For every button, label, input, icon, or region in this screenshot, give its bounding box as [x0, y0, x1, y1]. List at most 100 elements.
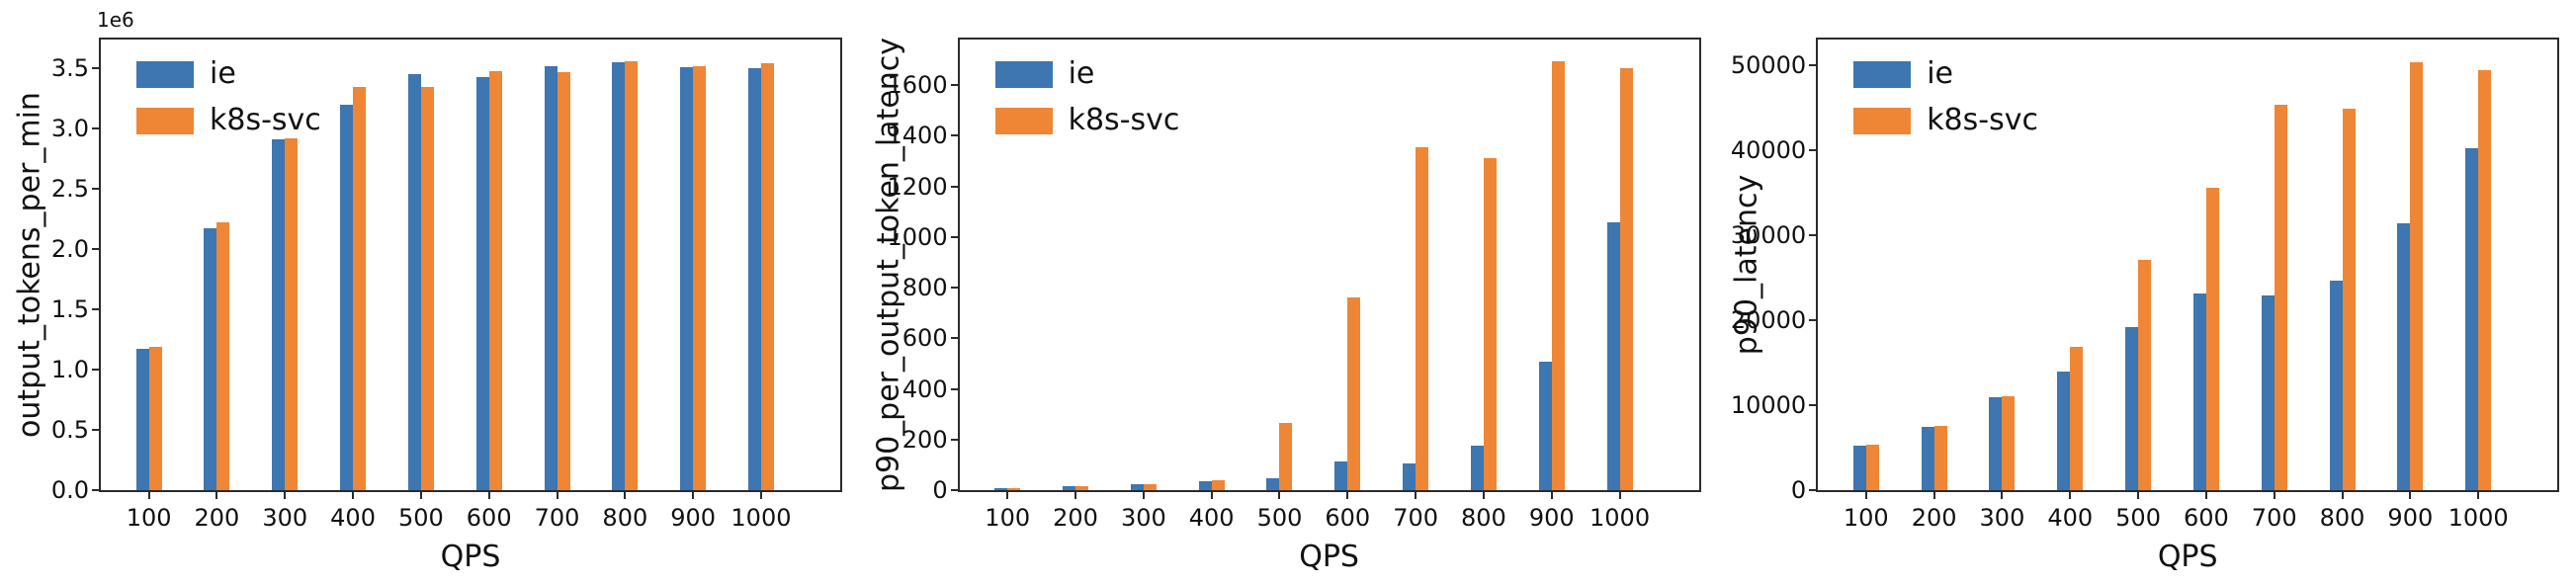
bar-ie-qps-700: [1403, 462, 1417, 490]
x-tick-mark: [2069, 490, 2072, 499]
x-tick-mark: [487, 490, 490, 499]
x-tick-label: 100: [126, 504, 172, 532]
y-tick-mark: [950, 134, 960, 137]
bar-ie-qps-1000: [747, 68, 761, 490]
x-tick-label: 900: [2387, 504, 2434, 532]
x-axis-label: QPS: [440, 540, 501, 574]
bar-k8s-svc-qps-600: [488, 70, 502, 490]
legend-item-ie: ie: [994, 56, 1180, 91]
x-tick-mark: [1074, 490, 1077, 499]
x-tick-mark: [624, 490, 627, 499]
x-tick-label: 900: [1528, 504, 1575, 532]
x-tick-mark: [1278, 490, 1281, 499]
y-tick-mark: [950, 235, 960, 238]
bar-k8s-svc-qps-700: [557, 71, 570, 490]
x-tick-label: 200: [1053, 504, 1098, 532]
x-tick-label: 1000: [730, 504, 792, 532]
x-tick-label: 400: [330, 504, 376, 532]
y-axis-label: p90_per_output_token_latency: [871, 37, 906, 493]
y-tick-label: 1200: [887, 172, 948, 201]
bar-k8s-svc-qps-200: [216, 222, 230, 490]
y-tick-label: 1.0: [50, 356, 89, 384]
legend-swatch-ie: [994, 60, 1053, 88]
bar-k8s-svc-qps-600: [1347, 297, 1361, 490]
y-tick-mark: [92, 489, 101, 491]
x-tick-label: 300: [1979, 504, 2025, 532]
bar-ie-qps-600: [2192, 293, 2206, 490]
x-tick-mark: [1864, 490, 1867, 499]
legend-item-k8s-svc: k8s-svc: [994, 103, 1180, 137]
bar-ie-qps-700: [544, 65, 558, 490]
y-tick-label: 10000: [1730, 390, 1807, 419]
x-tick-mark: [692, 490, 695, 499]
y-tick-mark: [950, 438, 960, 441]
legend-label-ie: ie: [210, 56, 236, 91]
y-tick-mark: [950, 387, 960, 390]
bar-k8s-svc-qps-100: [1007, 487, 1021, 490]
bar-k8s-svc-qps-300: [1143, 483, 1157, 490]
bar-k8s-svc-qps-1000: [760, 63, 774, 490]
x-tick-mark: [2001, 490, 2004, 499]
x-tick-mark: [2273, 490, 2275, 499]
y-tick-label: 3.5: [50, 54, 89, 83]
y-tick-mark: [1809, 63, 1819, 66]
y-tick-label: 400: [902, 375, 948, 403]
y-tick-label: 40000: [1730, 135, 1807, 164]
y-tick-mark: [1809, 148, 1819, 151]
bar-k8s-svc-qps-800: [1483, 158, 1497, 490]
bar-ie-qps-800: [612, 62, 626, 490]
legend-swatch-ie: [1853, 60, 1912, 88]
y-tick-mark: [1809, 403, 1819, 406]
bar-ie-qps-500: [2125, 326, 2139, 490]
y-tick-label: 2.0: [50, 235, 89, 264]
x-tick-mark: [1550, 490, 1553, 499]
bar-k8s-svc-qps-500: [420, 86, 434, 490]
chart-output-tokens-per-min: output_tokens_per_min 1e6 ie k8s-svc 0.0…: [0, 0, 859, 585]
x-tick-mark: [1006, 490, 1009, 499]
bar-ie-qps-900: [1538, 361, 1552, 490]
x-tick-mark: [1142, 490, 1145, 499]
bar-k8s-svc-qps-400: [1211, 480, 1225, 490]
x-axis-label: QPS: [1299, 540, 1359, 574]
y-tick-label: 800: [902, 274, 948, 302]
x-tick-mark: [1482, 490, 1485, 499]
bar-ie-qps-1000: [2465, 148, 2479, 490]
legend: ie k8s-svc: [1853, 59, 2038, 135]
bar-ie-qps-200: [1063, 485, 1076, 490]
legend-label-k8s-svc: k8s-svc: [1068, 103, 1180, 137]
y-tick-label: 200: [902, 425, 948, 454]
y-tick-label: 1.5: [50, 295, 89, 324]
legend-item-k8s-svc: k8s-svc: [1853, 106, 2038, 135]
legend-item-k8s-svc: k8s-svc: [136, 106, 321, 135]
y-tick-label: 1000: [887, 222, 948, 251]
x-tick-label: 900: [670, 504, 717, 532]
x-tick-label: 200: [1911, 504, 1957, 532]
y-tick-mark: [92, 429, 101, 432]
x-tick-mark: [759, 490, 762, 499]
bar-k8s-svc-qps-800: [2342, 108, 2356, 490]
y-tick-label: 0.5: [50, 416, 89, 445]
bar-k8s-svc-qps-900: [1551, 60, 1565, 490]
x-tick-label: 300: [1120, 504, 1166, 532]
x-tick-label: 1000: [1589, 504, 1651, 532]
legend: ie k8s-svc: [136, 59, 321, 135]
x-tick-mark: [284, 490, 287, 499]
x-tick-label: 700: [534, 504, 580, 532]
bar-ie-qps-800: [2329, 280, 2343, 490]
legend-swatch-ie: [136, 60, 194, 88]
bar-k8s-svc-qps-500: [1279, 423, 1293, 490]
legend-label-ie: ie: [1927, 56, 1953, 91]
plot-area: ie k8s-svc 0 10000 20000 30000 40000 50000 100…: [1731, 38, 2560, 532]
x-tick-label: 600: [466, 504, 512, 532]
x-tick-label: 100: [1843, 504, 1889, 532]
bar-ie-qps-200: [204, 228, 217, 490]
legend-label-k8s-svc: k8s-svc: [210, 103, 321, 137]
chart-p90-latency: p90_latency ie k8s-svc 0 10000 20000 30000 4…: [1717, 0, 2576, 585]
x-tick-mark: [1210, 490, 1213, 499]
bar-ie-qps-900: [680, 67, 694, 490]
bar-ie-qps-300: [272, 139, 286, 490]
legend-item-ie: ie: [1853, 59, 2038, 89]
y-tick-mark: [950, 337, 960, 340]
legend-label-ie: ie: [1068, 56, 1095, 91]
bar-k8s-svc-qps-1000: [2478, 69, 2492, 490]
